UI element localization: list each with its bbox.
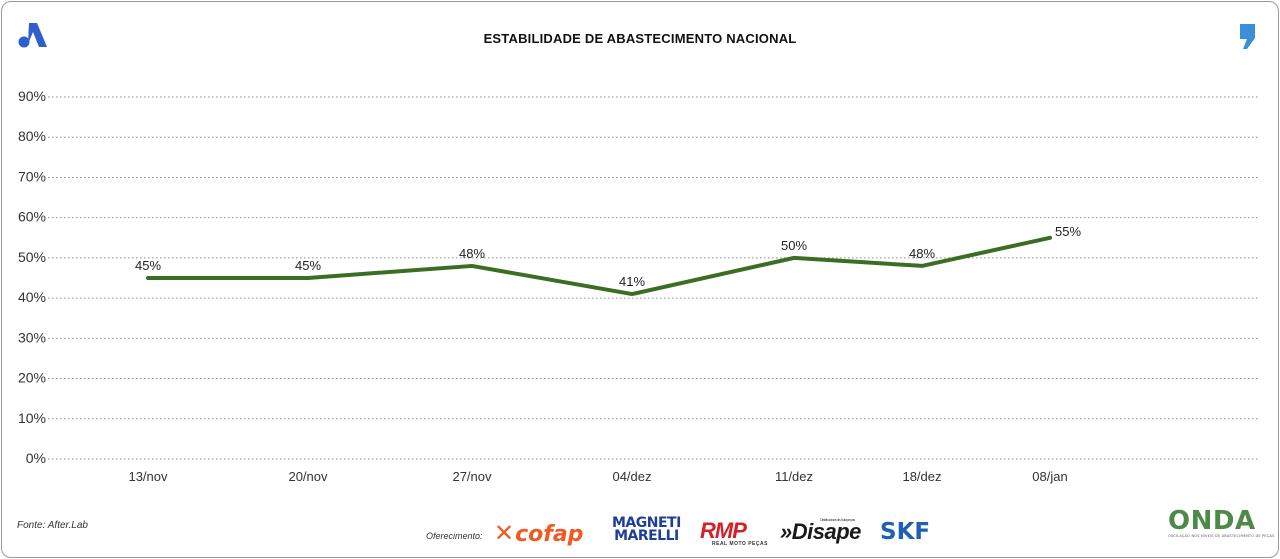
y-tick-label: 40% — [18, 289, 46, 305]
y-tick-label: 90% — [18, 88, 46, 104]
data-label: 55% — [1055, 224, 1081, 239]
series-line — [146, 235, 1052, 297]
magneti-marelli-logo: MAGNETI MARELLI — [612, 515, 681, 544]
onda-subtitle: OSCILAÇÃO NOS NÍVEIS DE ABASTECIMENTO DE… — [1168, 534, 1275, 538]
data-label: 41% — [619, 274, 645, 289]
x-tick-label: 13/nov — [128, 469, 168, 484]
disape-wordmark: »Disape — [780, 519, 861, 544]
magneti-wordmark: MAGNETI — [612, 515, 681, 531]
sponsor-label: Oferecimento: — [426, 531, 483, 541]
y-axis-ticks: 0% 10% 20% 30% 40% 50% 60% 70% 80% 90% — [18, 88, 46, 466]
grid-lines — [48, 96, 1258, 460]
data-label: 48% — [909, 246, 935, 261]
x-tick-label: 11/dez — [775, 469, 813, 484]
data-label: 45% — [135, 258, 161, 273]
marelli-wordmark: MARELLI — [614, 528, 679, 544]
y-tick-label: 20% — [18, 370, 46, 386]
data-label: 50% — [781, 238, 807, 253]
y-tick-label: 50% — [18, 249, 46, 265]
y-tick-label: 60% — [18, 209, 46, 225]
x-tick-label: 08/jan — [1032, 469, 1067, 484]
skf-logo: SKF — [880, 519, 931, 545]
x-tick-label: 20/nov — [288, 469, 328, 484]
rmp-wordmark: RMP — [700, 518, 747, 543]
x-axis-ticks: 13/nov 20/nov 27/nov 04/dez 11/dez 18/dez 08/j… — [128, 469, 1067, 484]
onda-logo: ONDA OSCILAÇÃO NOS NÍVEIS DE ABASTECIMEN… — [1168, 506, 1275, 538]
onda-wordmark: ONDA — [1168, 506, 1256, 536]
source-note: Fonte: After.Lab — [17, 520, 88, 531]
cofap-x-icon: ✕ — [494, 519, 515, 547]
chart-title: ESTABILIDADE DE ABASTECIMENTO NACIONAL — [483, 31, 797, 46]
disape-logo: Distribuidora de Autopeças »Disape — [780, 517, 861, 545]
x-tick-label: 04/dez — [612, 469, 651, 484]
x-tick-label: 18/dez — [902, 469, 941, 484]
x-tick-label: 27/nov — [452, 469, 492, 484]
data-label: 45% — [295, 258, 321, 273]
rmp-subtitle: REAL MOTO PEÇAS — [712, 541, 768, 547]
rmp-logo: RMP REAL MOTO PEÇAS — [700, 518, 768, 547]
y-tick-label: 10% — [18, 410, 46, 426]
y-tick-label: 70% — [18, 168, 46, 184]
series-layer — [146, 235, 1052, 297]
disape-subtitle: Distribuidora de Autopeças — [820, 517, 855, 522]
data-labels: 45% 45% 48% 41% 50% 48% 55% — [135, 224, 1081, 289]
y-tick-label: 0% — [26, 450, 46, 466]
cofap-logo: ✕cofap — [494, 519, 583, 547]
brand-a-logo-icon — [18, 21, 48, 54]
data-label: 48% — [459, 246, 485, 261]
y-tick-label: 30% — [18, 329, 46, 345]
y-tick-label: 80% — [18, 128, 46, 144]
cofap-wordmark: cofap — [515, 522, 584, 547]
comma-logo-icon — [1238, 22, 1258, 55]
